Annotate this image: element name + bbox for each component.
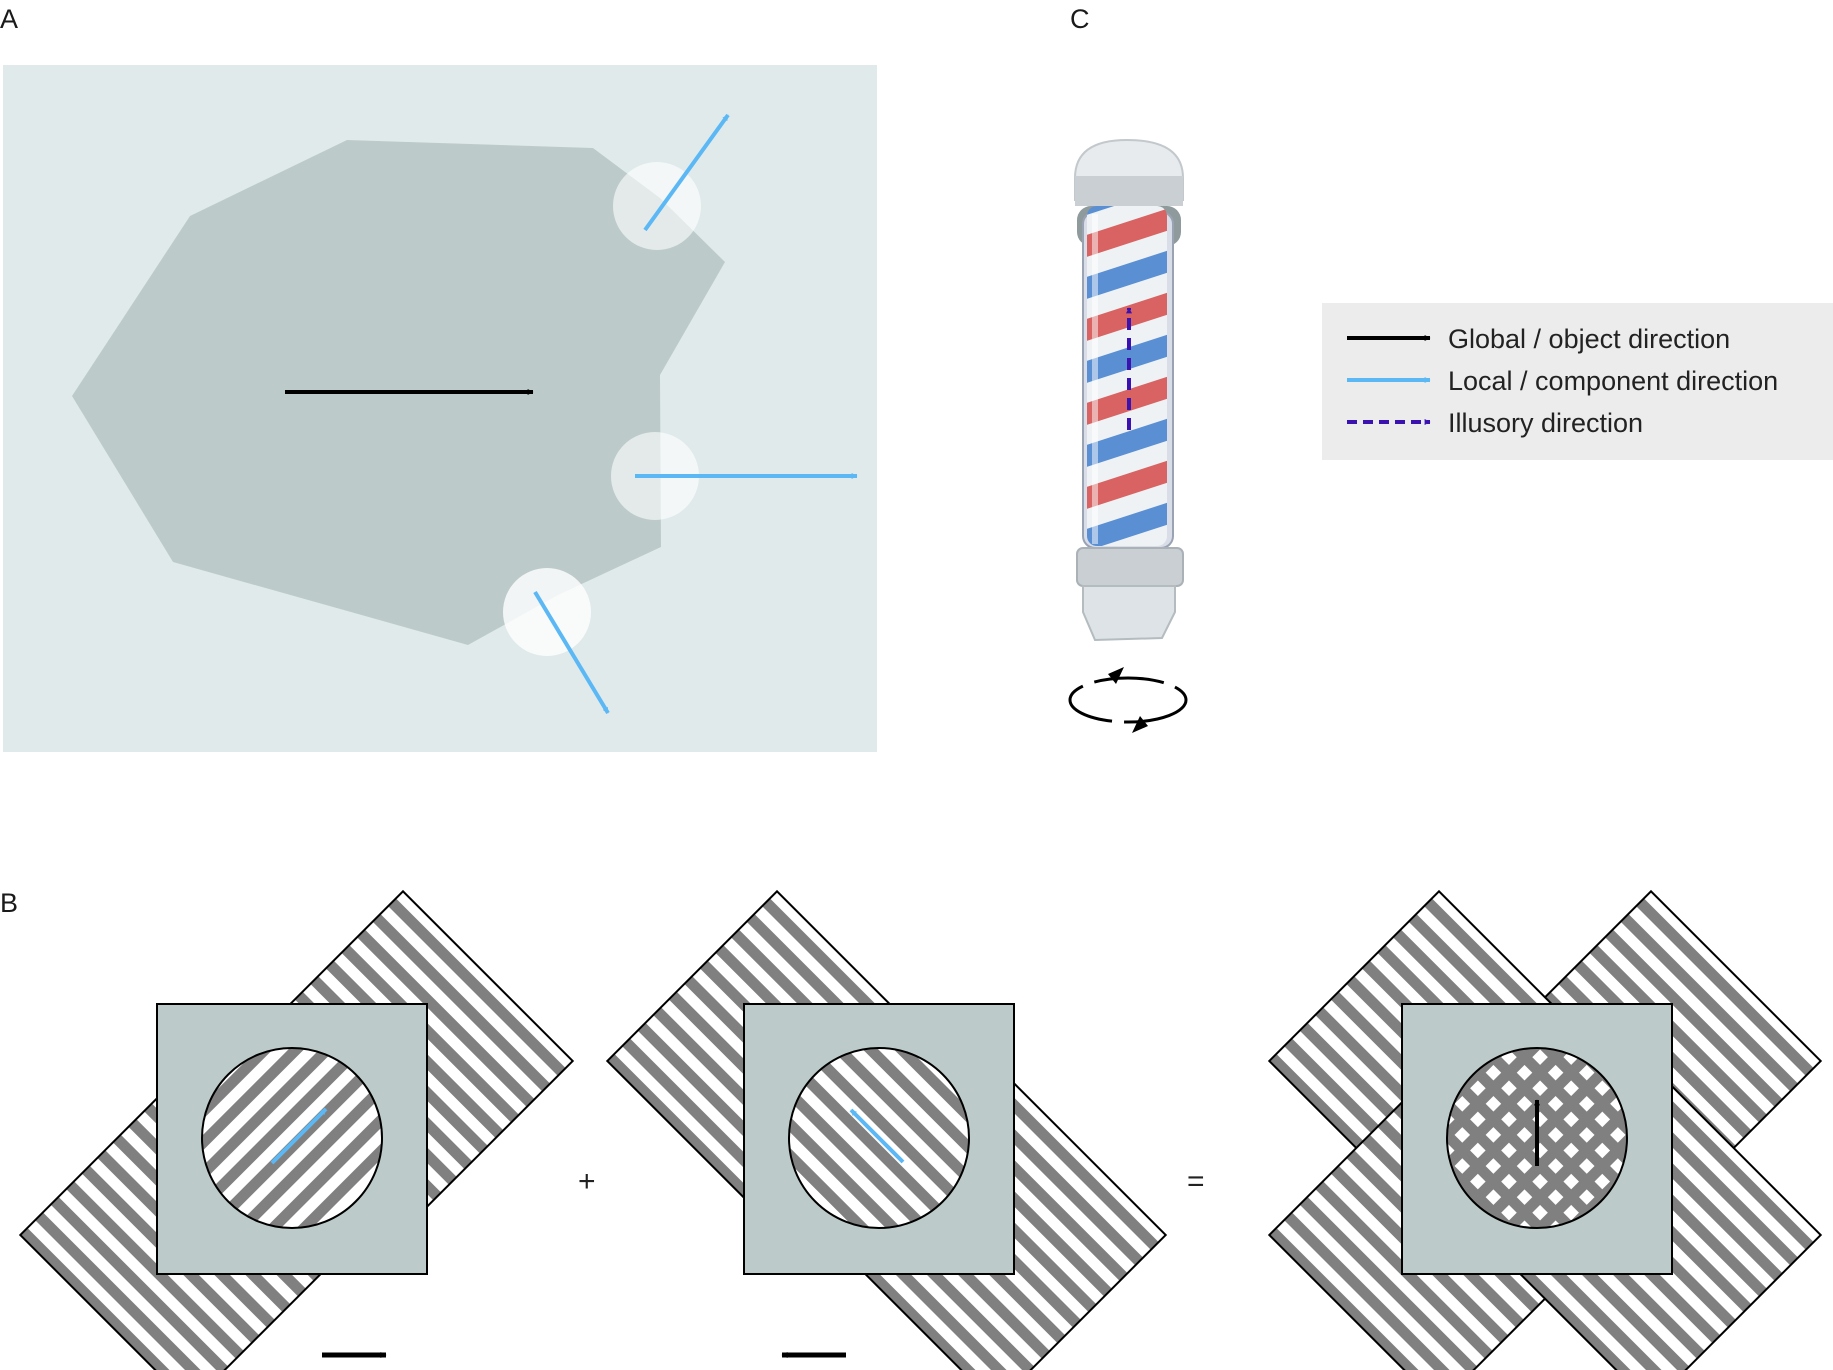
plus-sign: + [578,1165,596,1198]
legend-item-illusory: Illusory direction [1347,408,1643,438]
legend: Global / object direction Local / compon… [1322,303,1833,460]
panel-b: B + = [0,888,1823,1370]
grating-one-aperture [201,1047,383,1229]
grating-two [605,889,1168,1370]
panel-c-label: C [1070,4,1090,34]
local-direction-arrow-bottom [533,590,610,715]
local-direction-arrow-top [643,113,730,232]
legend-label-local: Local / component direction [1448,366,1778,396]
legend-item-local: Local / component direction [1347,366,1778,396]
barber-pole-illustration [1074,138,1184,642]
plaid-result [1267,889,1823,1370]
panel-a: A [0,4,877,752]
equals-sign: = [1187,1165,1205,1198]
aperture-top [613,162,701,250]
legend-label-global: Global / object direction [1448,324,1730,354]
grating-one [18,889,575,1370]
grating-two-local-arrow [849,1108,905,1164]
rotation-arrows-icon [1068,667,1188,733]
grating-one-local-arrow [270,1107,328,1165]
panel-b-label: B [0,888,18,918]
legend-label-illusory: Illusory direction [1448,408,1643,438]
panel-c: C [1068,4,1188,733]
panel-a-label: A [0,4,18,34]
legend-item-global: Global / object direction [1347,324,1730,354]
